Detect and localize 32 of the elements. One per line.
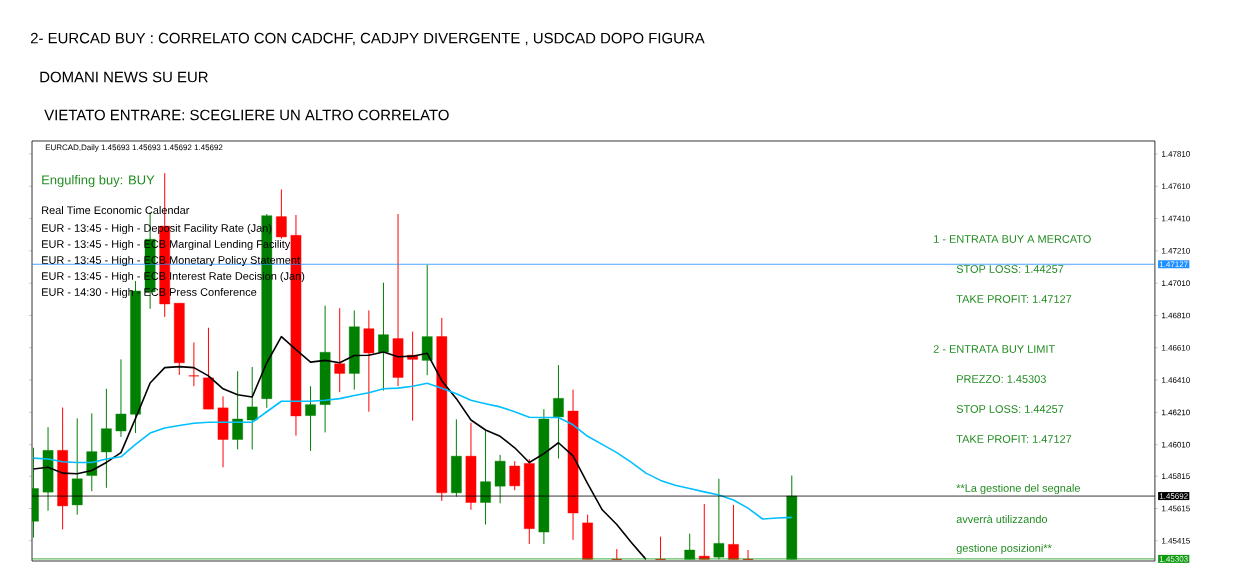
candlestick: [421, 264, 433, 376]
candlestick: [188, 341, 200, 387]
text: PREZZO: 1.45303: [957, 375, 1046, 383]
candlestick: [232, 370, 243, 450]
annotation: Engulfing buy: BUY: [42, 174, 155, 188]
candlestick: [728, 504, 739, 560]
candlestick: [378, 282, 389, 392]
candlestick: [101, 388, 112, 489]
candlestick: [509, 460, 521, 491]
candlestick: [713, 478, 725, 560]
candlestick: [334, 307, 346, 393]
candlestick: [305, 385, 316, 452]
text: 1 - ENTRATA BUY A MERCATO: [934, 235, 1091, 243]
chart-subtitle: DOMANI NEWS SU EUR: [40, 71, 208, 83]
annotation: EUR - 14:30 - High - ECB Press Conference: [42, 287, 257, 299]
candlestick: [246, 366, 258, 450]
text: 2 - ENTRATA BUY LIMIT: [933, 345, 1055, 353]
text: gestione posizioni**: [956, 543, 1052, 555]
candlestick: [86, 412, 98, 492]
candlestick: [276, 188, 287, 240]
candlestick: [480, 429, 491, 525]
chart-title: 2- EURCAD BUY : CORRELATO CON CADCHF, CADJPY DIVERGENTE , USDCAD DOPO FIGURA: [30, 32, 705, 46]
text: TAKE PROFIT: 1.47127: [956, 295, 1072, 303]
text: STOP LOSS: 1.44257: [956, 265, 1064, 273]
text: TAKE PROFIT: 1.47127: [956, 435, 1072, 443]
candlestick: [115, 358, 127, 438]
text: STOP LOSS: 1.44257: [956, 405, 1064, 413]
candlestick: [684, 533, 696, 560]
text: **La gestione del segnale: [956, 483, 1080, 495]
text: avverrà utilizzando: [956, 514, 1048, 524]
candlestick: [553, 364, 564, 459]
text: VIETATO ENTRARE: SCEGLIERE UN ALTRO CORRELATO: [44, 109, 449, 121]
